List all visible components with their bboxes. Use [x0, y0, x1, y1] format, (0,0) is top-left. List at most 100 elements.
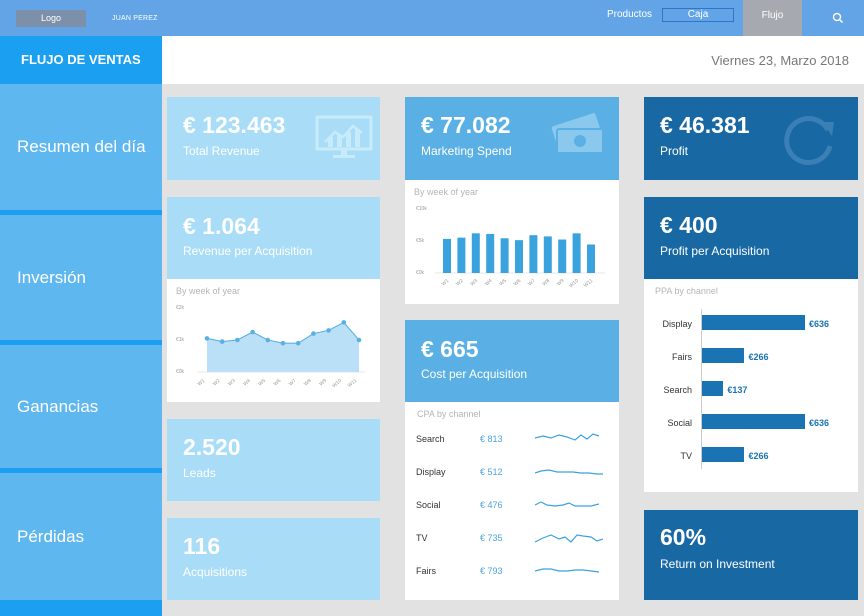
- cpa-subtitle: CPA by channel: [417, 409, 481, 419]
- card-acquisitions[interactable]: 116 Acquisitions: [167, 518, 380, 600]
- ppa-bar: [701, 381, 724, 396]
- ppa-bar-value: €266: [748, 352, 769, 362]
- cpa-panel: CPA by channel Search € 813 Display € 51…: [405, 402, 619, 600]
- logo[interactable]: Logo: [16, 10, 86, 27]
- revenue-area: [207, 322, 359, 372]
- ppa-bar-value: €266: [748, 451, 769, 461]
- sparkline: [534, 534, 603, 543]
- revenue-per-acq-value: € 1.064: [183, 213, 260, 239]
- sidebar-footer: [0, 600, 162, 616]
- sparkline: [534, 469, 603, 475]
- card-total-revenue[interactable]: € 123.463 Total Revenue: [167, 97, 380, 180]
- revenue-point: [280, 340, 286, 346]
- profit-value: € 46.381: [660, 112, 750, 138]
- total-revenue-label: Total Revenue: [183, 144, 260, 158]
- revenue-point: [326, 328, 331, 333]
- cpa-channel-name: Fairs: [416, 566, 436, 576]
- marketing-spend-value: € 77.082: [421, 112, 511, 138]
- ppa-channel-name: Social: [667, 418, 692, 428]
- revenue-xtick: W4: [242, 378, 252, 388]
- user-name[interactable]: JUAN PEREZ: [112, 15, 158, 22]
- cpa-row-tv: TV € 735: [416, 530, 606, 546]
- spend-ytick-top: €10k: [416, 206, 427, 212]
- ppa-bar: [701, 315, 805, 330]
- cpa-channel-name: Social: [416, 500, 441, 510]
- revenue-point: [204, 336, 210, 341]
- spend-xtick: W5: [498, 278, 508, 288]
- cpa-channel-value: € 735: [480, 533, 503, 543]
- spend-bar: [572, 233, 581, 273]
- total-revenue-value: € 123.463: [183, 112, 286, 138]
- roi-value: 60%: [660, 524, 707, 550]
- cpa-channel-value: € 476: [480, 500, 503, 510]
- ppa-bar-value: €636: [809, 418, 830, 428]
- revenue-point: [250, 329, 255, 335]
- card-profit[interactable]: € 46.381 Profit: [644, 97, 858, 180]
- revenue-xtick: W10: [331, 378, 343, 389]
- spend-bar: [457, 237, 466, 273]
- revenue-point: [295, 340, 301, 346]
- ppa-bar: [701, 447, 745, 462]
- acquisitions-label: Acquisitions: [183, 565, 248, 579]
- current-date: Viernes 23, Marzo 2018: [711, 53, 849, 68]
- ppa-bar: [701, 414, 805, 429]
- revenue-point: [311, 331, 316, 336]
- revenue-xtick: W1: [197, 378, 207, 388]
- sidebar-item-inversion[interactable]: Inversión: [0, 215, 162, 345]
- refresh-icon: [784, 116, 834, 165]
- ppa-row: TV €266: [644, 447, 854, 463]
- ppa-bar-value: €137: [727, 385, 748, 395]
- spend-bar: [558, 239, 567, 273]
- ppa-row: Fairs €266: [644, 348, 854, 364]
- revenue-point: [265, 337, 271, 343]
- card-marketing-spend[interactable]: € 77.082 Marketing Spend: [405, 97, 619, 180]
- spend-xtick: W2: [455, 278, 465, 288]
- card-cost-per-acquisition[interactable]: € 665 Cost per Acquisition: [405, 320, 619, 402]
- spend-ytick-mid: €5k: [416, 238, 425, 244]
- spend-xtick: W1: [441, 278, 451, 288]
- revenue-per-acq-label: Revenue per Acquisition: [183, 244, 313, 258]
- revenue-xtick: W6: [273, 378, 283, 388]
- search-icon[interactable]: [830, 10, 846, 26]
- sidebar-item-ganancias[interactable]: Ganancias: [0, 345, 162, 473]
- cost-per-acq-label: Cost per Acquisition: [421, 367, 528, 381]
- nav-caja[interactable]: Caja: [662, 8, 734, 22]
- roi-label: Return on Investment: [660, 557, 775, 571]
- revenue-xtick: W2: [212, 378, 222, 388]
- card-leads[interactable]: 2.520 Leads: [167, 419, 380, 501]
- spend-bar: [500, 238, 509, 273]
- profit-per-acq-label: Profit per Acquisition: [660, 244, 770, 258]
- sidebar-item-perdidas[interactable]: Pérdidas: [0, 473, 162, 600]
- spend-xtick: W6: [513, 278, 523, 288]
- spend-xtick: W8: [541, 278, 551, 288]
- revenue-xtick: W5: [257, 378, 267, 388]
- ppa-subtitle: PPA by channel: [655, 286, 718, 296]
- revenue-ytick-bottom: €0k: [176, 369, 185, 375]
- card-return-on-investment[interactable]: 60% Return on Investment: [644, 510, 858, 600]
- sparkline: [534, 501, 600, 507]
- ppa-row: Display €636: [644, 315, 854, 331]
- marketing-spend-label: Marketing Spend: [421, 144, 512, 158]
- revenue-ytick-mid: €1k: [176, 337, 185, 343]
- card-profit-per-acquisition[interactable]: € 400 Profit per Acquisition: [644, 197, 858, 279]
- nav-productos[interactable]: Productos: [607, 9, 653, 20]
- spend-xtick: W11: [583, 278, 595, 289]
- revenue-point: [235, 337, 240, 343]
- ppa-channel-name: Search: [663, 385, 692, 395]
- sparkline: [534, 433, 600, 441]
- profit-label: Profit: [660, 144, 689, 158]
- revenue-point: [341, 320, 347, 325]
- cpa-channel-value: € 813: [480, 434, 503, 444]
- revenue-xtick: W3: [227, 378, 237, 388]
- nav-flujo[interactable]: Flujo: [743, 0, 802, 36]
- sparkline: [534, 568, 600, 573]
- spend-ytick-bottom: €0k: [416, 270, 425, 276]
- card-revenue-per-acquisition[interactable]: € 1.064 Revenue per Acquisition: [167, 197, 380, 279]
- sidebar-title: FLUJO DE VENTAS: [0, 36, 162, 84]
- sidebar-item-resumen[interactable]: Resumen del día: [0, 84, 162, 215]
- spend-bar: [486, 233, 495, 273]
- cpa-row-social: Social € 476: [416, 497, 606, 513]
- spend-chart-subtitle: By week of year: [414, 187, 479, 197]
- cpa-channel-name: TV: [416, 533, 428, 543]
- revenue-area-chart: W1 W2 W3 W4 W5 W6 W7 W8 W9 W10 W11: [197, 320, 365, 389]
